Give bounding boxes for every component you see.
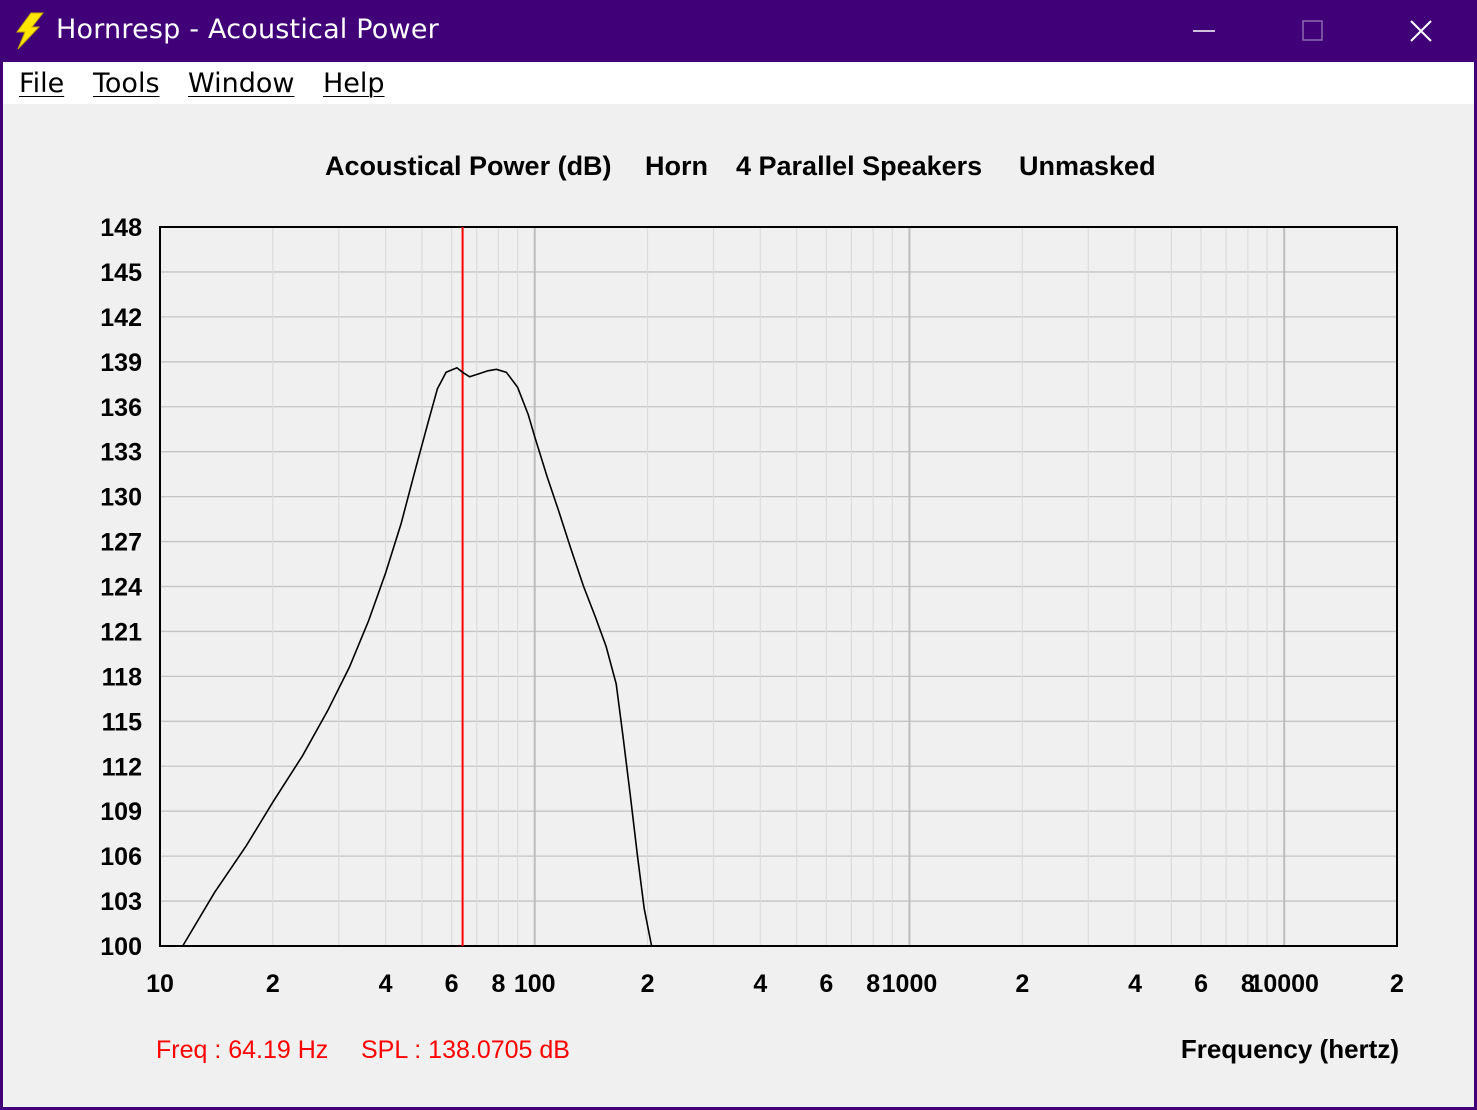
spl-readout: SPL : 138.0705 dB [361,1036,570,1064]
y-tick-label: 124 [100,574,142,602]
menu-tools[interactable]: Tools [93,68,160,99]
menu-help[interactable]: Help [323,68,385,99]
x-tick-label: 10000 [1249,970,1319,998]
minimize-button[interactable] [1151,0,1259,62]
grid-lines [159,226,1398,947]
title-bar[interactable]: Hornresp - Acoustical Power [0,0,1477,62]
x-tick-label: 10 [146,970,174,998]
y-tick-label: 145 [100,259,142,287]
chart-title-measure: Acoustical Power (dB) [325,151,612,181]
chart-title-type: Horn [645,151,708,181]
y-tick-label: 112 [102,753,142,781]
y-tick-label: 121 [100,618,142,646]
chart-title-speakers: 4 Parallel Speakers [736,151,982,181]
x-tick-label: 6 [1194,970,1208,998]
x-tick-label: 2 [1390,970,1404,998]
x-tick-label: 2 [641,970,655,998]
x-tick-label: 6 [445,970,459,998]
menu-window[interactable]: Window [188,68,295,99]
y-tick-label: 130 [100,484,142,512]
window-title: Hornresp - Acoustical Power [56,14,439,45]
x-tick-label: 100 [514,970,556,998]
y-axis-tick-labels: 148 145 142 139 136 133 130 127 124 121 118 115 112 1… [100,214,142,961]
x-tick-label: 8 [1241,970,1255,998]
y-tick-label: 103 [100,888,142,916]
y-tick-label: 118 [102,663,142,691]
acoustical-power-curve [182,366,653,947]
y-tick-label: 139 [100,349,142,377]
y-tick-label: 115 [102,708,142,736]
y-tick-label: 100 [100,933,142,961]
menu-file[interactable]: File [19,68,65,99]
x-tick-label: 8 [866,970,880,998]
y-tick-label: 106 [100,843,142,871]
lightning-bolt-icon [16,12,45,50]
client-area: File Tools Window Help 148 145 142 139 136 13… [3,62,1474,1107]
x-axis-label: Frequency (hertz) [1181,1034,1399,1064]
minimize-icon [1193,30,1215,32]
chart-title-mask: Unmasked [1019,151,1156,181]
x-tick-label: 4 [1128,970,1142,998]
x-tick-label: 8 [491,970,505,998]
close-button[interactable] [1367,0,1475,62]
close-icon [1410,20,1432,42]
y-tick-label: 133 [100,439,142,467]
y-tick-label: 127 [100,529,142,557]
x-tick-label: 1000 [882,970,938,998]
freq-readout: Freq : 64.19 Hz [156,1036,328,1064]
x-tick-label: 4 [753,970,767,998]
y-tick-label: 136 [100,394,142,422]
y-tick-label: 109 [100,798,142,826]
y-tick-label: 148 [100,214,142,242]
maximize-icon [1302,20,1323,41]
acoustical-power-chart[interactable]: 148 145 142 139 136 133 130 127 124 121 118 115 112 1… [3,104,1474,1107]
menu-bar: File Tools Window Help [3,62,1474,104]
x-tick-label: 4 [379,970,393,998]
maximize-button[interactable] [1259,0,1367,62]
y-tick-label: 142 [100,304,142,332]
x-tick-label: 6 [819,970,833,998]
x-tick-label: 2 [1015,970,1029,998]
plot-frame [159,226,1398,947]
x-tick-label: 2 [266,970,280,998]
